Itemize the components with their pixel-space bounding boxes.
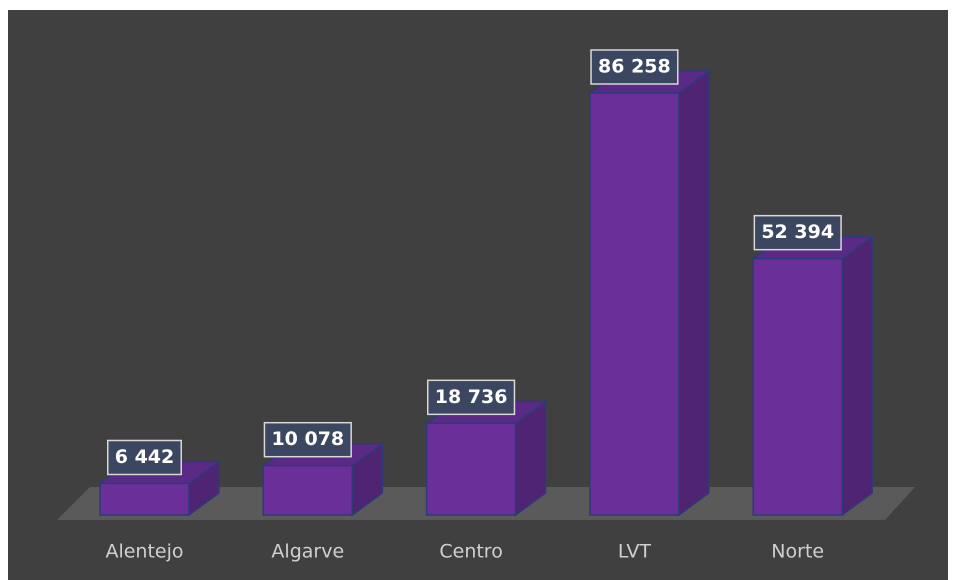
data-label-box: [426, 379, 516, 416]
data-label-box: [590, 49, 679, 85]
bar: [752, 257, 843, 516]
bar-side: [678, 69, 710, 517]
bar: [589, 92, 680, 516]
data-label-box: [107, 439, 182, 476]
data-label: 6 442: [115, 446, 175, 468]
data-label-box: [263, 421, 352, 458]
bar: [262, 464, 354, 516]
data-label-box: [753, 214, 842, 251]
data-label: 86 258: [598, 56, 671, 78]
x-tick-label: Norte: [771, 541, 824, 563]
bar: [99, 482, 190, 516]
x-tick-label: Alentejo: [105, 541, 183, 563]
bar-side: [841, 235, 873, 517]
data-label: 52 394: [761, 221, 834, 243]
data-label: 18 736: [435, 386, 508, 408]
x-tick-label: Centro: [439, 541, 502, 563]
x-tick-label: LVT: [618, 541, 651, 563]
bar: [425, 422, 517, 516]
data-label: 10 078: [271, 428, 344, 450]
x-tick-label: Algarve: [271, 541, 344, 563]
